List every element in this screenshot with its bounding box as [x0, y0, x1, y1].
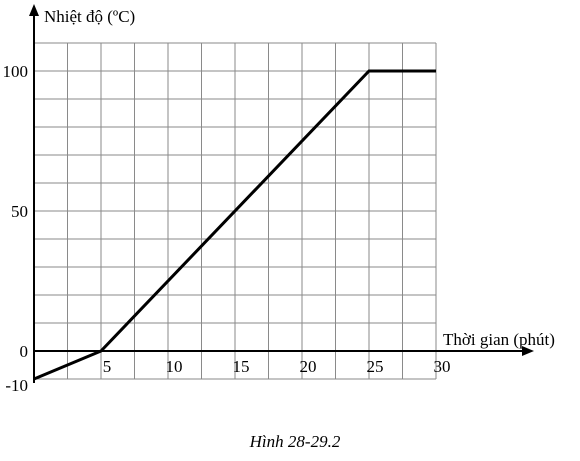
y-axis-arrow	[29, 4, 39, 16]
y-tick-label: 100	[3, 62, 29, 81]
temperature-chart: 5 10 15 20 25 30 100 50 0 -10 Nhiệt độ (ºC) Thời …	[3, 4, 555, 395]
x-tick-label: 30	[434, 357, 451, 376]
x-tick-label: 15	[233, 357, 250, 376]
y-tick-label: -10	[5, 376, 28, 395]
y-tick-label: 0	[20, 342, 29, 361]
y-tick-label: 50	[11, 202, 28, 221]
x-tick-label: 25	[367, 357, 384, 376]
series-layer	[33, 69, 437, 381]
axes	[29, 4, 534, 383]
grid-lines	[33, 42, 437, 380]
x-axis-label: Thời gian (phút)	[443, 330, 555, 349]
series-line-temperature	[33, 69, 436, 381]
figure-caption: Hình 28-29.2	[249, 432, 341, 451]
x-axis-arrow	[522, 346, 534, 356]
y-axis-label: Nhiệt độ (ºC)	[44, 7, 135, 26]
x-tick-label: 5	[103, 357, 112, 376]
x-tick-label: 20	[300, 357, 317, 376]
x-tick-label: 10	[166, 357, 183, 376]
tick-labels: 5 10 15 20 25 30 100 50 0 -10	[3, 62, 451, 395]
